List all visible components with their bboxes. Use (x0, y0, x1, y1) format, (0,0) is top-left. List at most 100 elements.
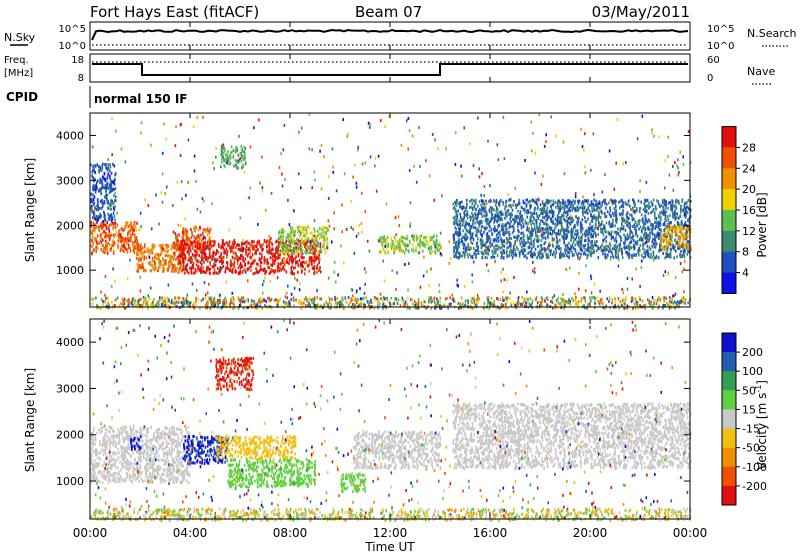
data-cell (183, 271, 186, 275)
data-cell (457, 209, 459, 213)
data-cell (627, 203, 629, 206)
data-cell (220, 259, 223, 263)
data-cell (491, 233, 494, 236)
data-cell (533, 243, 535, 247)
data-cell (590, 219, 593, 223)
data-cell (509, 242, 512, 246)
data-cell (198, 235, 201, 239)
data-cell (208, 267, 210, 271)
data-cell (682, 162, 685, 166)
data-cell (649, 231, 651, 235)
data-cell (465, 228, 468, 232)
data-cell (104, 293, 106, 297)
data-cell (464, 226, 466, 230)
data-cell (317, 229, 319, 233)
data-cell (191, 233, 194, 237)
data-cell (621, 247, 623, 251)
data-cell (104, 275, 107, 278)
data-cell (622, 216, 625, 220)
data-cell (574, 192, 577, 196)
data-cell (667, 239, 669, 243)
data-cell (676, 255, 678, 259)
data-cell (529, 200, 531, 203)
data-cell (101, 231, 104, 235)
data-cell (685, 242, 687, 246)
data-cell (119, 233, 121, 237)
data-cell (609, 214, 612, 218)
data-cell (536, 256, 538, 260)
data-cell (350, 287, 353, 291)
freq-line (92, 63, 688, 76)
data-cell (278, 240, 280, 244)
data-cell (191, 264, 194, 267)
data-cell (663, 212, 666, 216)
data-cell (241, 249, 243, 253)
data-cell (518, 252, 521, 256)
data-cell (625, 203, 628, 206)
data-cell (212, 239, 215, 243)
data-cell (480, 228, 483, 232)
data-cell (133, 251, 136, 255)
data-cell (578, 206, 580, 210)
data-cell (325, 231, 327, 235)
data-cell (218, 255, 221, 259)
data-cell (127, 231, 129, 235)
data-cell (322, 242, 325, 246)
data-cell (609, 257, 612, 261)
data-cell (260, 257, 263, 261)
data-cell (140, 257, 142, 261)
data-cell (557, 244, 560, 248)
data-cell (190, 261, 192, 264)
data-cell (460, 218, 463, 222)
data-cell (95, 245, 97, 249)
data-cell (663, 221, 666, 224)
data-cell (500, 213, 502, 217)
data-cell (604, 229, 607, 233)
data-cell (540, 229, 542, 233)
data-cell (174, 246, 176, 250)
data-cell (476, 217, 478, 221)
data-cell (648, 201, 650, 205)
data-cell (297, 172, 300, 176)
data-cell (533, 237, 536, 241)
data-cell (536, 239, 538, 243)
data-cell (228, 240, 231, 244)
data-cell (537, 253, 540, 257)
data-cell (301, 256, 303, 260)
data-cell (671, 209, 673, 213)
data-cell (246, 254, 249, 258)
data-cell (552, 221, 555, 225)
data-cell (198, 254, 200, 257)
data-cell (623, 241, 625, 245)
data-cell (96, 220, 98, 224)
data-cell (393, 247, 395, 251)
data-cell (632, 234, 634, 238)
data-cell (113, 199, 116, 202)
data-cell (239, 271, 242, 275)
data-cell (552, 250, 555, 254)
data-cell (658, 202, 660, 206)
data-cell (240, 159, 243, 163)
data-cell (224, 270, 226, 274)
data-cell (91, 208, 93, 212)
data-cell (564, 248, 566, 252)
data-cell (102, 220, 105, 223)
data-cell (242, 157, 244, 161)
data-cell (123, 246, 125, 250)
data-cell (150, 269, 153, 273)
data-cell (366, 239, 369, 243)
data-cell (477, 116, 479, 120)
data-cell (111, 201, 114, 205)
data-cell (90, 239, 93, 243)
data-cell (522, 217, 524, 221)
data-cell (617, 250, 620, 254)
data-cell (214, 240, 216, 244)
data-cell (546, 201, 549, 205)
data-cell (171, 256, 174, 260)
data-cell (576, 205, 579, 209)
data-cell (493, 255, 496, 259)
data-cell (228, 154, 231, 158)
data-cell (239, 216, 242, 220)
data-cell (194, 258, 197, 262)
data-cell (94, 217, 97, 221)
